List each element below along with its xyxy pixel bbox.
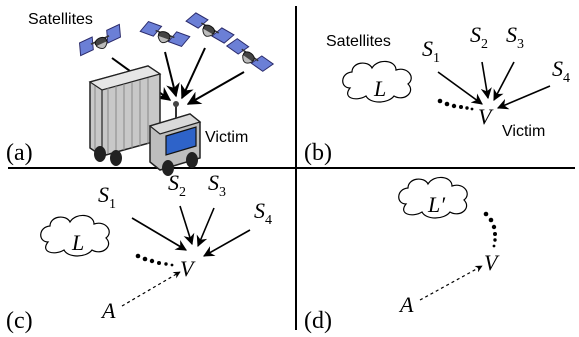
- location-symbol: L: [373, 76, 386, 101]
- signal-arrow: [203, 229, 251, 257]
- signal-arrow: [437, 71, 483, 105]
- attack-arrow: [419, 265, 483, 301]
- sat-label: S4: [552, 56, 570, 86]
- panel-label-c: (c): [6, 308, 33, 334]
- signal-arrow: [186, 71, 245, 105]
- victim-label-b: Victim: [502, 123, 545, 140]
- victim-label-a: Victim: [205, 129, 248, 146]
- victim-symbol: V: [180, 256, 196, 281]
- signal-arrow: [180, 47, 206, 100]
- panel-d: L′ V A (d): [304, 176, 500, 334]
- panel-label-d: (d): [304, 308, 332, 334]
- sat-label: S1: [98, 182, 116, 212]
- satellites-label-a: Satellites: [28, 11, 93, 28]
- sat-label: S4: [254, 198, 272, 228]
- signal-arrow: [164, 51, 180, 98]
- satellite-icon: [138, 19, 191, 52]
- satellite-icon: [224, 35, 275, 77]
- victim-symbol: V: [478, 104, 494, 129]
- location-symbol: L′: [427, 192, 446, 217]
- panel-label-b: (b): [304, 140, 332, 166]
- satellite-icon: [74, 23, 127, 60]
- dotted-link: [437, 98, 474, 111]
- satellite-icon: [183, 9, 235, 49]
- panel-a: Satellites: [6, 9, 275, 176]
- signal-arrow: [496, 85, 551, 110]
- dotted-link: [135, 253, 174, 267]
- attacker-symbol: A: [398, 292, 414, 317]
- satellites-label-b: Satellites: [326, 33, 391, 50]
- sat-label: S3: [208, 170, 226, 200]
- sat-label: S1: [422, 36, 440, 66]
- sat-label: S3: [506, 22, 524, 52]
- attacker-symbol: A: [100, 298, 116, 323]
- signal-arrow: [131, 217, 187, 251]
- signal-arrow: [196, 207, 215, 248]
- victim-symbol: V: [484, 250, 500, 275]
- location-symbol: L: [71, 230, 84, 255]
- panel-label-a: (a): [6, 140, 33, 166]
- sat-label: S2: [168, 170, 186, 200]
- truck-icon: [88, 65, 202, 176]
- panel-c: S1 S2 S3 S4 L V A (c): [6, 170, 272, 334]
- attack-arrow: [121, 271, 181, 307]
- signal-arrow: [179, 205, 195, 246]
- panel-b: Satellites S1 S2 S3 S4 L V Victim (b): [304, 22, 570, 166]
- signal-arrow: [480, 61, 492, 100]
- dotted-link: [483, 211, 497, 248]
- signal-arrow: [493, 61, 515, 101]
- sat-label: S2: [470, 22, 488, 52]
